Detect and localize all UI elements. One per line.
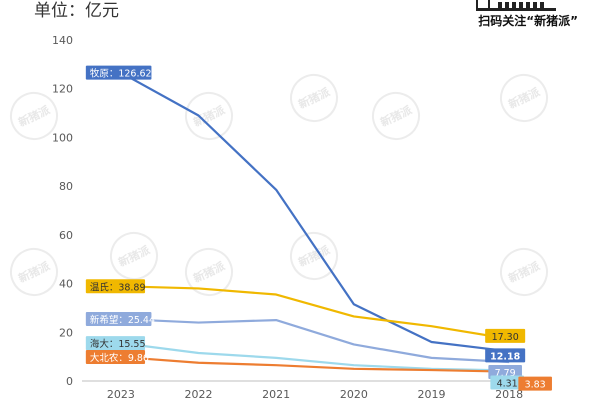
data-label: 牧原：126.62: [90, 68, 152, 80]
x-tick-label: 2022: [185, 388, 213, 400]
data-label-box: [490, 375, 524, 390]
x-tick-label: 2020: [340, 388, 368, 400]
data-label: 温氏：38.89: [90, 282, 146, 293]
data-label: 大北农：9.86: [90, 352, 149, 364]
data-label: 3.83: [525, 380, 546, 391]
data-label-box: [85, 65, 152, 80]
y-tick-label: 100: [52, 131, 73, 144]
y-tick-label: 0: [66, 375, 73, 388]
unit-label: 单位：亿元: [34, 1, 119, 21]
x-tick-label: 2023: [107, 388, 135, 400]
data-label-box: [518, 376, 552, 391]
data-label-box: [485, 328, 526, 343]
data-label-box: [85, 312, 152, 327]
series-line: [120, 285, 510, 340]
y-tick-label: 60: [59, 229, 73, 242]
x-tick-label: 2021: [262, 388, 290, 400]
x-tick-label: 2019: [418, 388, 446, 400]
data-label-box: [85, 349, 146, 364]
y-tick-label: 40: [59, 278, 73, 291]
qr-code-image: [476, 0, 556, 11]
qr-caption: 扫码关注“新猪派”: [478, 14, 578, 28]
y-tick-label: 140: [52, 34, 73, 47]
data-label-box: [85, 279, 146, 294]
series-line: [120, 355, 510, 373]
data-label: 海大：15.55: [90, 338, 146, 350]
data-label: 4.31: [497, 379, 518, 390]
y-tick-label: 120: [52, 83, 73, 96]
data-label-box: [485, 348, 526, 363]
x-tick-label: 2018: [495, 388, 523, 400]
data-label: 7.79: [495, 368, 516, 379]
data-label: 17.30: [492, 332, 519, 343]
data-label-box: [85, 336, 146, 351]
data-label: 12.18: [490, 351, 520, 362]
series-line: [120, 342, 510, 372]
y-tick-label: 20: [59, 326, 73, 339]
series-line: [120, 71, 510, 353]
data-label: 新希望：25.44: [90, 314, 155, 326]
series-line: [120, 317, 510, 364]
y-tick-label: 80: [59, 180, 73, 193]
